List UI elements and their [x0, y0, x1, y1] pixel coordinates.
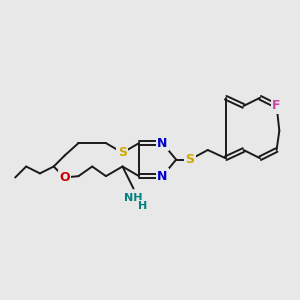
Text: H: H [139, 201, 148, 212]
Text: S: S [185, 153, 194, 166]
Text: O: O [59, 171, 70, 184]
Text: NH: NH [124, 193, 143, 203]
Text: N: N [157, 169, 168, 183]
Text: F: F [272, 100, 281, 112]
Text: N: N [157, 136, 168, 150]
Text: S: S [118, 146, 127, 159]
